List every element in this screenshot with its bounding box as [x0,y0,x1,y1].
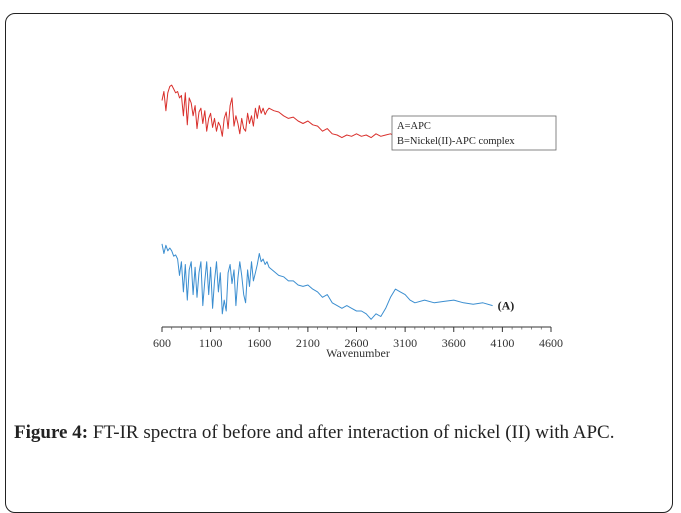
caption-text: FT-IR spectra of before and after intera… [88,422,615,443]
caption-label: Figure 4: [14,422,89,443]
ftir-chart: 600 1100 1600 2100 2600 3100 3600 4100 4600 (B)(… [153,84,563,360]
series-labels: (B)(A) [498,126,515,313]
x-ticks: 600 1100 1600 2100 2600 3100 3600 4100 4600 [153,327,563,350]
series-label-a: (A) [498,299,515,313]
legend-entry-b: B=Nickel(II)-APC complex [397,136,515,147]
x-tick-label: 1600 [247,336,271,350]
x-tick-label: 2600 [345,336,369,350]
series-line-a [161,243,493,320]
series-line-b [161,84,493,139]
legend: A=APC B=Nickel(II)-APC complex [391,115,557,151]
x-axis-label: Wavenumber [326,346,390,360]
figure-caption: Figure 4: FT-IR spectra of before and af… [14,420,669,446]
x-tick-label: 4100 [490,336,514,350]
x-tick-label: 1100 [199,336,223,350]
x-tick-label: 3100 [393,336,417,350]
legend-box [391,115,557,151]
series-layer [161,84,493,320]
x-tick-label: 600 [153,336,171,350]
x-tick-label: 4600 [539,336,563,350]
x-tick-label: 3600 [442,336,466,350]
legend-entry-a: A=APC [397,121,431,132]
x-tick-label: 2100 [296,336,320,350]
